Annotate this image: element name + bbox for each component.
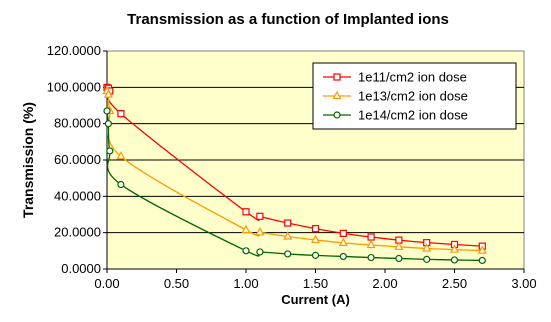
data-point bbox=[241, 224, 251, 234]
chart-title: Transmission as a function of Implanted … bbox=[127, 11, 449, 28]
data-point bbox=[256, 248, 264, 256]
y-tick-label: 0.0000 bbox=[61, 261, 101, 276]
legend: 1e11/cm2 ion dose 1e13/cm2 ion dose 1e14/c… bbox=[312, 62, 517, 130]
data-point bbox=[255, 227, 265, 236]
data-point bbox=[367, 233, 375, 241]
legend-marker bbox=[333, 111, 341, 119]
x-tick-label: 1.50 bbox=[303, 276, 328, 291]
y-tick-label: 120.0000 bbox=[47, 43, 101, 58]
legend-marker bbox=[332, 90, 342, 100]
y-tick-label: 40.0000 bbox=[54, 188, 101, 203]
data-point bbox=[103, 107, 111, 115]
y-tick-label: 100.0000 bbox=[47, 79, 101, 94]
data-point bbox=[478, 256, 486, 265]
data-point bbox=[242, 208, 250, 216]
series-2 bbox=[102, 85, 487, 254]
x-tick-label: 0.50 bbox=[164, 276, 189, 291]
data-point bbox=[283, 231, 293, 240]
data-point bbox=[106, 147, 114, 155]
x-tick-label: 3.00 bbox=[511, 276, 536, 291]
data-point bbox=[117, 110, 125, 118]
x-tick-label: 0.00 bbox=[94, 276, 119, 291]
data-point bbox=[116, 151, 126, 160]
y-tick-label: 60.0000 bbox=[54, 152, 101, 167]
series-line bbox=[106, 110, 483, 262]
y-axis-label: Transmission (%) bbox=[20, 102, 36, 218]
data-point bbox=[338, 237, 348, 246]
y-tick-label: 20.0000 bbox=[54, 225, 101, 240]
data-point bbox=[450, 256, 459, 264]
x-tick-label: 2.50 bbox=[442, 276, 467, 291]
series-line bbox=[106, 90, 483, 252]
data-point bbox=[284, 219, 292, 227]
data-point bbox=[367, 253, 375, 262]
data-point bbox=[117, 180, 125, 189]
legend-marker bbox=[333, 73, 341, 81]
x-axis-label: Current (A) bbox=[281, 292, 350, 307]
data-point bbox=[104, 120, 112, 128]
data-point bbox=[284, 250, 292, 258]
data-point bbox=[310, 234, 321, 244]
data-point bbox=[311, 251, 320, 259]
x-tick-label: 2.00 bbox=[372, 276, 397, 291]
data-point bbox=[395, 254, 403, 263]
legend-label: 1e13/cm2 ion dose bbox=[358, 89, 468, 104]
data-point bbox=[311, 225, 320, 233]
data-point bbox=[394, 241, 404, 250]
data-point bbox=[449, 244, 460, 253]
data-point bbox=[103, 89, 113, 98]
data-point bbox=[366, 239, 376, 249]
data-point bbox=[339, 229, 347, 237]
legend-item: 1e14/cm2 ion dose bbox=[323, 108, 468, 123]
data-point bbox=[242, 247, 250, 255]
series-3 bbox=[103, 107, 486, 265]
data-point bbox=[477, 245, 487, 254]
data-point bbox=[256, 212, 264, 220]
data-point bbox=[423, 255, 431, 263]
legend-item: 1e13/cm2 ion dose bbox=[323, 89, 468, 104]
legend-item: 1e11/cm2 ion dose bbox=[323, 70, 467, 85]
x-tick-label: 1.00 bbox=[233, 276, 258, 291]
series-1 bbox=[103, 83, 486, 250]
series-layer bbox=[102, 83, 487, 265]
legend-label: 1e11/cm2 ion dose bbox=[358, 70, 467, 85]
legend-label: 1e14/cm2 ion dose bbox=[358, 108, 468, 123]
data-point bbox=[422, 243, 432, 252]
data-point bbox=[339, 252, 347, 261]
y-tick-label: 80.0000 bbox=[54, 116, 101, 131]
